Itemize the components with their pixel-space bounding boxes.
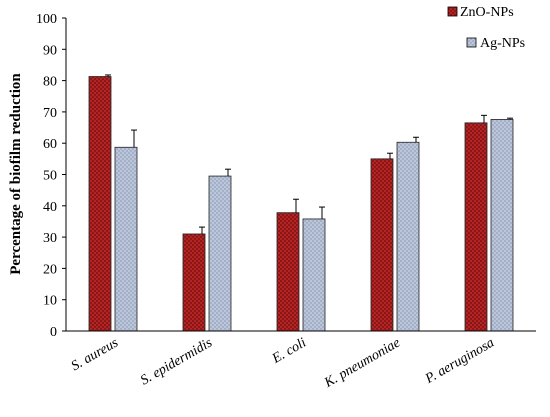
bar-ag [302, 218, 326, 332]
x-category-label: S. aureus [69, 335, 122, 374]
y-tick-label: 90 [43, 43, 57, 58]
x-category-label: P. aeruginosa [422, 335, 497, 387]
x-category-label: E. coli [269, 335, 309, 367]
bar-zno [182, 233, 206, 332]
bar-zno [88, 76, 112, 332]
y-tick-label: 40 [43, 200, 57, 215]
bar-zno [464, 122, 488, 332]
y-tick-label: 50 [43, 169, 57, 184]
x-axis-labels: S. aureus S. epidermidis E. coli K. pneumon… [69, 335, 497, 391]
legend-label-ag: Ag-NPs [480, 36, 525, 51]
y-tick-label: 10 [43, 294, 57, 309]
y-tick-label: 100 [36, 12, 57, 27]
y-tick-label: 70 [43, 106, 57, 121]
x-category-label: S. epidermidis [138, 335, 215, 388]
legend-swatch-ag [466, 37, 477, 48]
y-axis: 0 10 20 30 40 50 60 70 80 90 100 [36, 12, 66, 340]
bar-zno [370, 158, 394, 332]
y-tick-label: 30 [43, 231, 57, 246]
x-category-label: K. pneumoniae [321, 335, 403, 391]
bars [88, 74, 514, 332]
y-tick-label: 60 [43, 137, 57, 152]
y-axis-title: Percentage of biofilm reduction [8, 73, 24, 275]
legend-label-zno: ZnO-NPs [460, 5, 514, 20]
y-tick-label: 20 [43, 262, 57, 277]
legend-swatch-zno [447, 6, 458, 17]
y-tick-label: 0 [50, 325, 57, 340]
legend: ZnO-NPs Ag-NPs [447, 5, 525, 51]
bar-ag [208, 175, 232, 332]
y-tick-label: 80 [43, 75, 57, 90]
bar-ag [114, 146, 138, 332]
bar-zno [276, 212, 300, 332]
bar-ag [490, 119, 514, 332]
bar-ag [396, 141, 420, 332]
